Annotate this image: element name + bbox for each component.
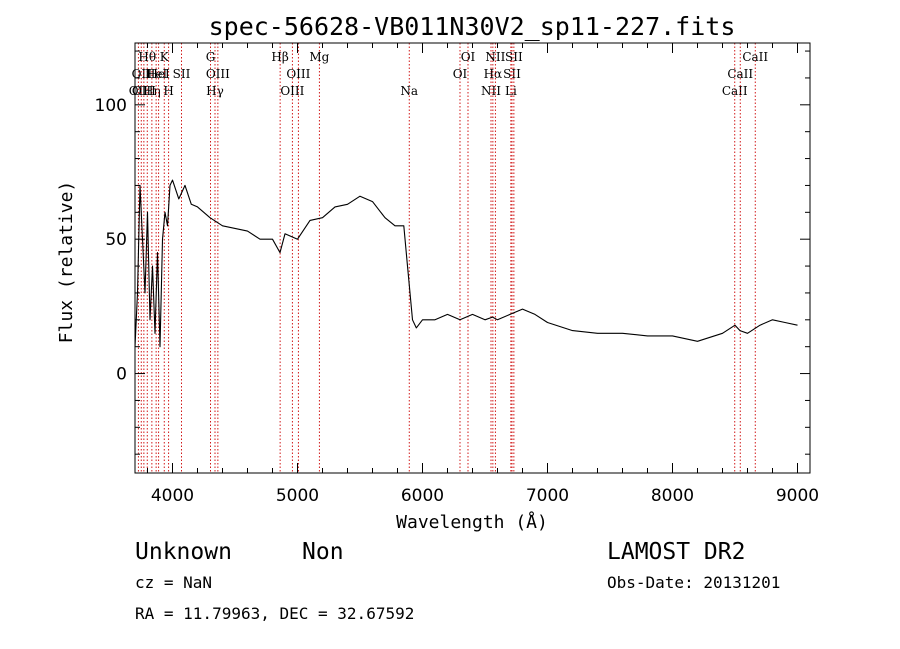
axis-ticks: 4000 5000 6000 7000 8000 9000 0 50 100	[95, 43, 819, 506]
spectral-line-label: Hα	[484, 67, 503, 81]
spectral-line-label: HeI	[145, 67, 168, 81]
y-axis-label: Flux (relative)	[56, 181, 77, 344]
spectral-line-label: Hβ	[271, 50, 288, 64]
observation-date: Obs-Date: 20131201	[607, 573, 780, 592]
spectral-line-label: Li	[505, 84, 517, 98]
x-tick-label: 4000	[151, 486, 194, 506]
spectral-line-label: OIII	[286, 67, 310, 81]
x-tick-label: 5000	[276, 486, 319, 506]
spectral-line-markers: OIIOIIOIIIHθHηHeIHeIKHSIIGHγOIIIHβOIIIOI…	[129, 43, 768, 473]
spectral-line-label: K	[160, 50, 170, 64]
redshift-cz: cz = NaN	[135, 573, 212, 592]
spectral-line-label: OI	[461, 50, 476, 64]
spectral-line-label: OII	[129, 84, 149, 98]
spectral-line-label: OIII	[280, 84, 304, 98]
y-tick-label: 0	[116, 365, 127, 385]
spectral-line-label: SII	[503, 67, 521, 81]
x-tick-label: 9000	[776, 486, 819, 506]
y-tick-label: 50	[105, 230, 127, 250]
spectral-line-label: Hθ	[138, 50, 156, 64]
spectral-line-label: OIII	[206, 67, 230, 81]
y-tick-label: 100	[95, 96, 127, 116]
x-tick-label: 8000	[651, 486, 694, 506]
spectral-line-label: HeI	[147, 67, 170, 81]
spectral-line-label: Hη	[143, 84, 161, 98]
x-tick-label: 6000	[401, 486, 444, 506]
spectral-line-label: CaII	[727, 67, 753, 81]
spectral-line-label: Hγ	[206, 84, 224, 98]
spectral-line-label: NII	[481, 84, 501, 98]
survey-name: LAMOST DR2	[607, 539, 745, 565]
plot-frame	[134, 42, 811, 474]
chart-title: spec-56628-VB011N30V2_sp11-227.fits	[209, 12, 736, 41]
spectral-line-label: CaII	[722, 84, 748, 98]
x-axis-label: Wavelength (Å)	[396, 511, 548, 533]
spectral-line-label: G	[206, 50, 216, 64]
spectral-line-label: SII	[173, 67, 191, 81]
spectral-line-label: OIII	[132, 84, 156, 98]
spectrum-line	[134, 179, 798, 348]
spectral-line-label: OI	[453, 67, 468, 81]
spectral-line-label: CaII	[742, 50, 768, 64]
spectral-line-label: Mg	[309, 50, 329, 64]
x-tick-label: 7000	[526, 486, 569, 506]
object-subclass: Non	[302, 539, 344, 565]
ra-dec-coordinates: RA = 11.79963, DEC = 32.67592	[135, 604, 414, 623]
object-class: Unknown	[135, 539, 232, 565]
spectral-line-label: SII	[505, 50, 523, 64]
spectral-line-label: H	[163, 84, 173, 98]
spectral-line-label: Na	[400, 84, 418, 98]
spectral-line-label: NII	[485, 50, 505, 64]
